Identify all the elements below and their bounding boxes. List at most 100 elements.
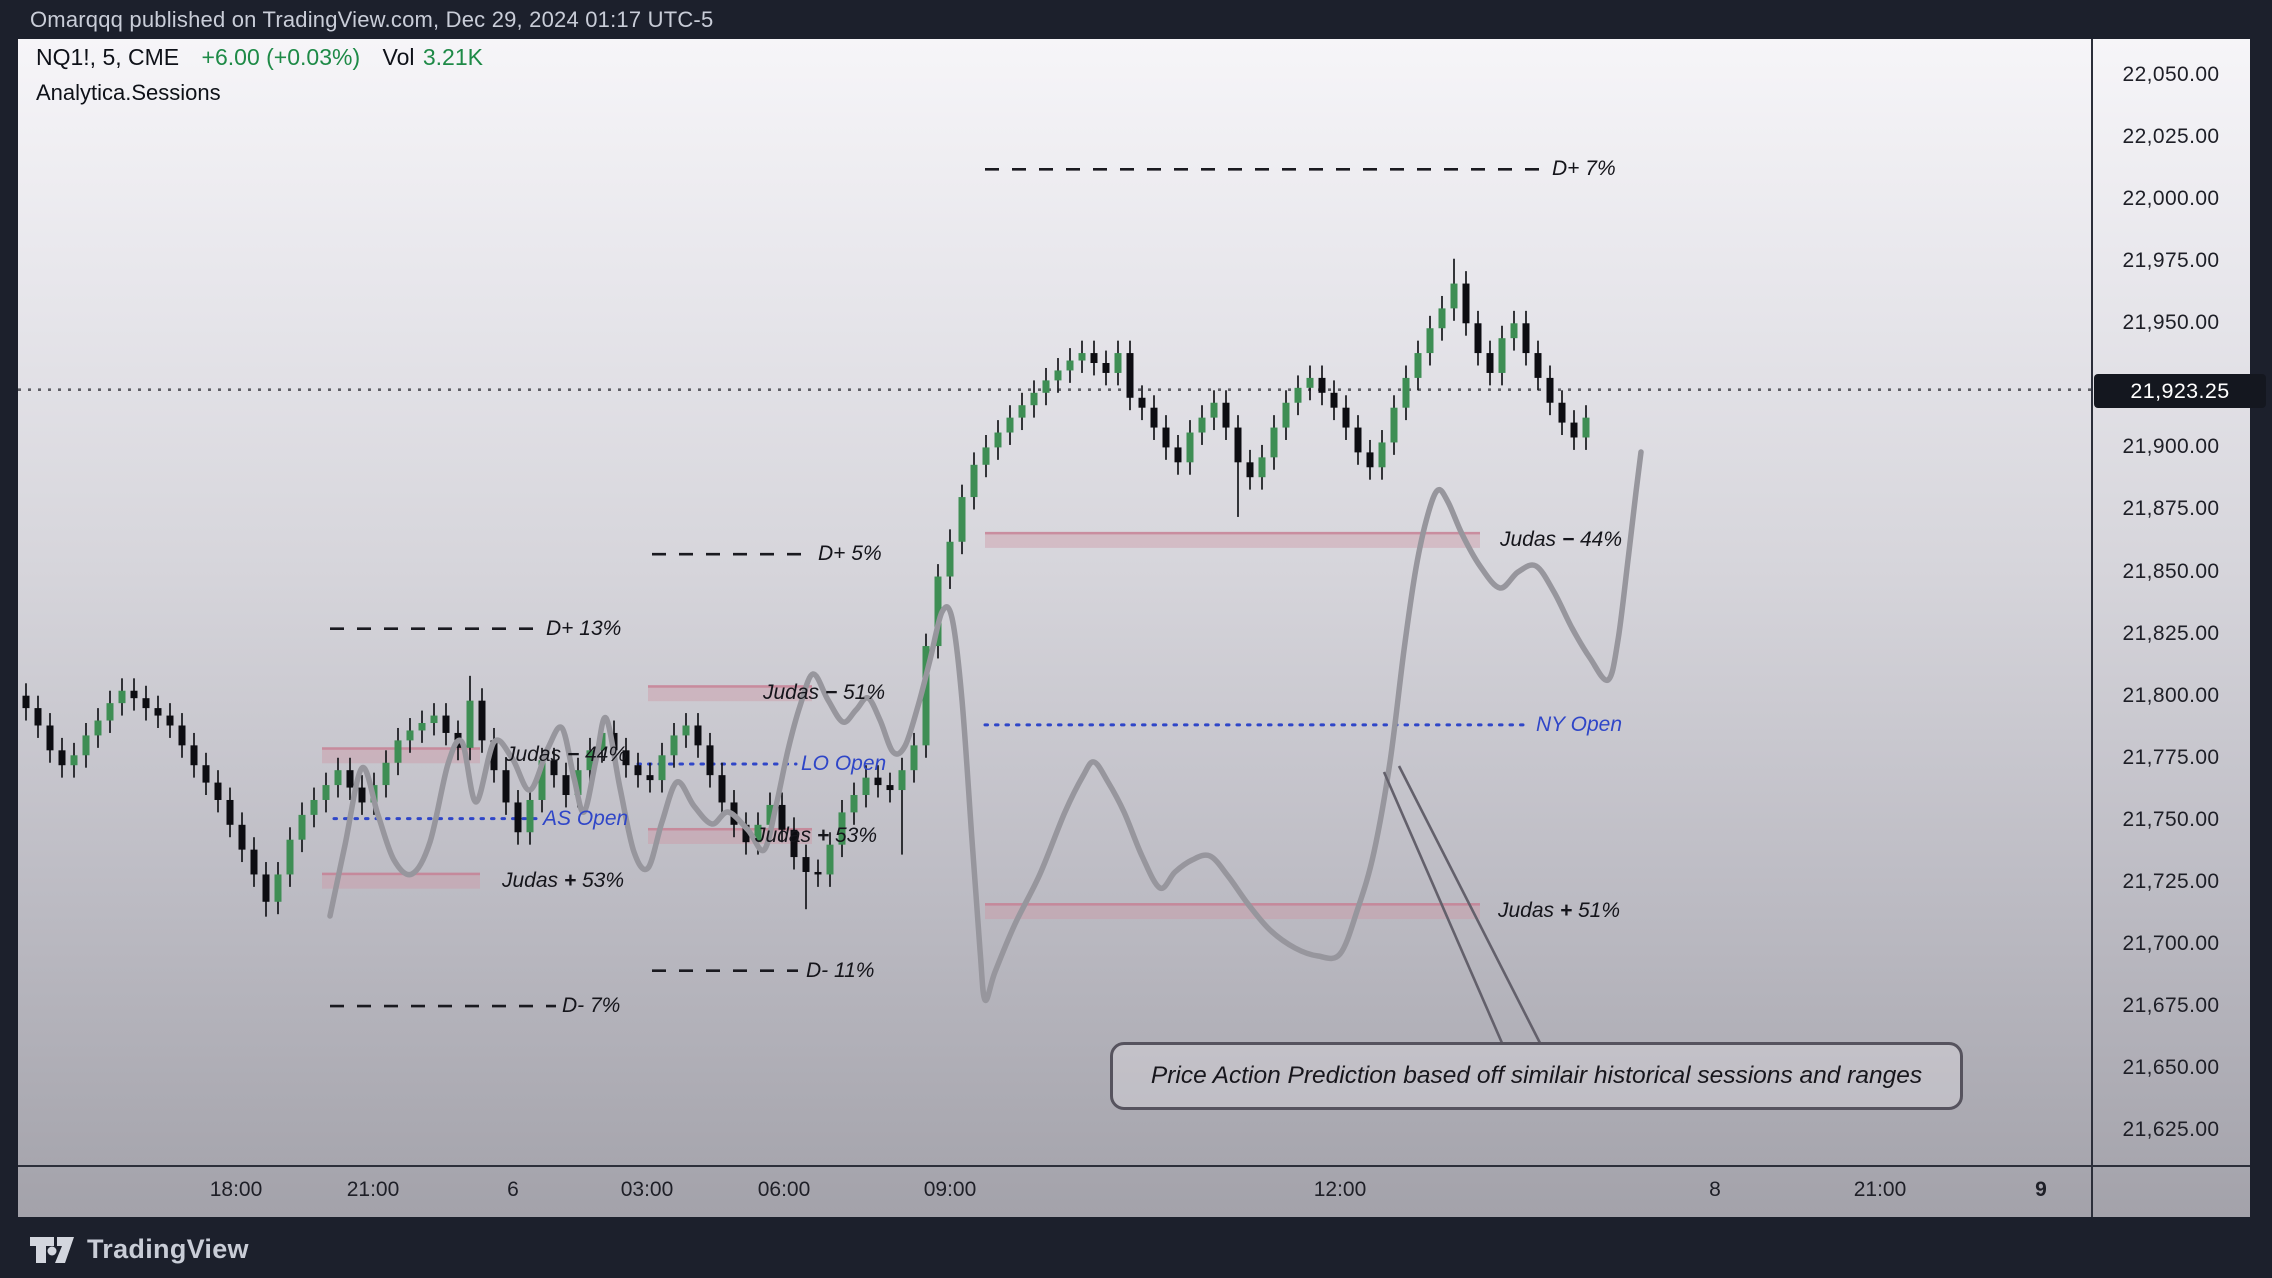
- footer-brand-bar[interactable]: TradingView: [30, 1234, 249, 1265]
- candle: [298, 814, 306, 840]
- time-tick[interactable]: 12:00: [1313, 1178, 1367, 1201]
- judas-zone-band-edge: [985, 903, 1480, 906]
- candle: [394, 740, 402, 763]
- judas-label: Judas + 51%: [1498, 899, 1621, 923]
- time-axis-separator: [18, 1165, 2250, 1167]
- candle: [994, 432, 1002, 448]
- judas-zone-band-edge: [648, 827, 812, 831]
- time-tick[interactable]: 6: [507, 1178, 519, 1201]
- candle: [502, 770, 510, 803]
- candle: [682, 725, 690, 736]
- volume-value: 3.21K: [422, 44, 483, 70]
- candle: [1174, 447, 1182, 463]
- price-tick[interactable]: 21,825.00: [2122, 621, 2220, 645]
- candle: [1378, 442, 1386, 468]
- symbol-title: NQ1!, 5, CME: [36, 44, 180, 70]
- deviation-level-label: D- 7%: [562, 994, 621, 1018]
- price-tick[interactable]: 22,025.00: [2122, 125, 2220, 149]
- candle: [310, 799, 318, 815]
- candle: [766, 804, 774, 825]
- candle: [742, 824, 750, 843]
- candle: [22, 695, 30, 709]
- candle: [886, 785, 894, 791]
- candle: [1498, 338, 1506, 373]
- candle: [1198, 417, 1206, 433]
- candle: [862, 777, 870, 796]
- candle: [1462, 283, 1470, 324]
- time-tick[interactable]: 21:00: [1853, 1178, 1907, 1201]
- candle: [538, 760, 546, 800]
- candle: [1054, 370, 1062, 381]
- judas-label: Judas − 44%: [505, 743, 628, 767]
- candle: [1546, 377, 1554, 403]
- price-tick[interactable]: 21,725.00: [2122, 869, 2220, 893]
- price-tick[interactable]: 22,000.00: [2122, 187, 2220, 211]
- candle: [562, 775, 570, 796]
- publish-link[interactable]: Omarqqq published on TradingView.com, De…: [30, 6, 714, 32]
- price-tick[interactable]: 21,675.00: [2122, 994, 2220, 1018]
- candle: [910, 745, 918, 771]
- price-tick[interactable]: 21,750.00: [2122, 807, 2220, 831]
- price-tick[interactable]: 22,050.00: [2122, 63, 2220, 86]
- time-tick[interactable]: 9: [2035, 1178, 2047, 1201]
- candle: [238, 824, 246, 850]
- prediction-curve: [327, 449, 1644, 1004]
- judas-zone-band-edge: [985, 531, 1480, 535]
- price-tick[interactable]: 21,625.00: [2122, 1118, 2220, 1142]
- judas-label: Judas + 53%: [502, 868, 625, 892]
- candle: [550, 760, 558, 776]
- prediction-callout[interactable]: Price Action Prediction based off simila…: [1110, 1042, 1963, 1110]
- candle: [1282, 402, 1290, 428]
- price-tick[interactable]: 21,950.00: [2122, 311, 2220, 335]
- tradingview-logo: [30, 1236, 74, 1263]
- candle: [262, 874, 270, 902]
- candle: [1126, 353, 1134, 398]
- price-tick[interactable]: 21,700.00: [2122, 931, 2220, 955]
- price-tick[interactable]: 21,775.00: [2122, 745, 2220, 769]
- candle: [1474, 323, 1482, 354]
- candle: [574, 770, 582, 796]
- price-tick[interactable]: 21,650.00: [2122, 1056, 2220, 1080]
- callout-pointer-line: [1382, 771, 1504, 1044]
- time-tick[interactable]: 03:00: [620, 1178, 674, 1201]
- candle: [130, 690, 138, 699]
- candle: [1294, 387, 1302, 403]
- candle: [1438, 308, 1446, 329]
- candle: [1246, 462, 1254, 478]
- candle: [1306, 377, 1314, 388]
- judas-zone-band: [322, 872, 480, 889]
- candle: [922, 646, 930, 746]
- time-tick[interactable]: 06:00: [757, 1178, 811, 1201]
- candle: [1030, 392, 1038, 406]
- candle: [142, 698, 150, 709]
- price-tick[interactable]: 21,875.00: [2122, 497, 2220, 521]
- candle: [1066, 360, 1074, 371]
- time-tick[interactable]: 8: [1709, 1178, 1721, 1201]
- price-tick[interactable]: 21,975.00: [2122, 249, 2220, 273]
- candle: [286, 839, 294, 875]
- candle: [526, 799, 534, 833]
- judas-label: Judas − 51%: [763, 681, 886, 705]
- candle: [430, 715, 438, 724]
- candle: [406, 730, 414, 741]
- candle: [1006, 417, 1014, 433]
- candle: [778, 804, 786, 830]
- indicator-name[interactable]: Analytica.Sessions: [36, 80, 221, 105]
- candle: [982, 447, 990, 465]
- symbol-header[interactable]: NQ1!, 5, CME +6.00 (+0.03%) Vol 3.21K: [36, 44, 483, 71]
- candle: [1102, 363, 1110, 373]
- judas-label: Judas − 44%: [1500, 527, 1623, 551]
- price-tick[interactable]: 21,850.00: [2122, 559, 2220, 583]
- price-tick[interactable]: 21,800.00: [2122, 683, 2220, 707]
- time-tick[interactable]: 18:00: [209, 1178, 263, 1201]
- price-tick[interactable]: 21,900.00: [2122, 435, 2220, 459]
- time-tick[interactable]: 09:00: [923, 1178, 977, 1201]
- candle: [622, 750, 630, 766]
- candle: [106, 703, 114, 721]
- time-tick[interactable]: 21:00: [346, 1178, 400, 1201]
- candle: [1450, 283, 1458, 309]
- tradingview-wordmark: TradingView: [87, 1234, 249, 1264]
- candle: [1486, 353, 1494, 373]
